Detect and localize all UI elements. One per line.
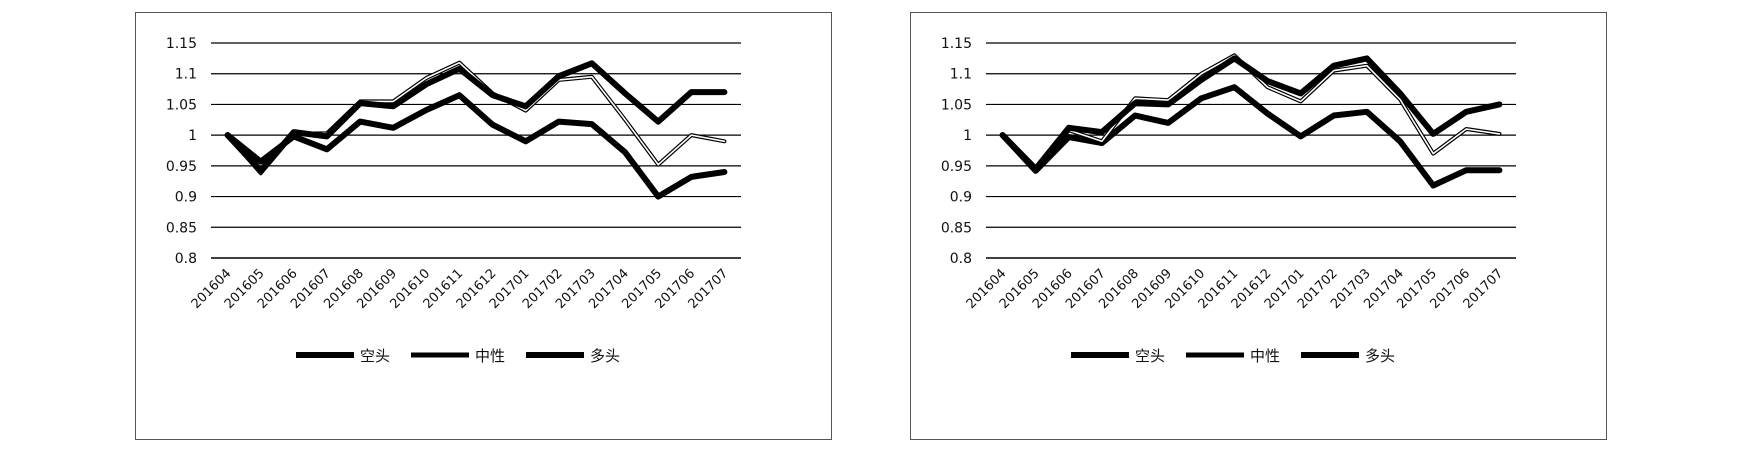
- legend-label: 中性: [1250, 347, 1280, 365]
- y-tick-label: 1.15: [166, 36, 197, 52]
- series-line-1: [224, 92, 728, 200]
- series-stroke: [224, 92, 728, 200]
- y-tick-label: 1.05: [166, 97, 197, 113]
- legend-item-1: 空头: [1071, 347, 1165, 365]
- y-tick-label: 0.9: [175, 190, 197, 206]
- y-tick-label: 0.8: [950, 251, 972, 267]
- legend-item-1: 空头: [296, 347, 390, 365]
- y-tick-label: 0.8: [175, 251, 197, 267]
- y-tick-label: 0.95: [941, 159, 972, 175]
- y-tick-label: 0.85: [166, 220, 197, 236]
- series-stroke: [224, 60, 728, 174]
- series-stroke: [999, 55, 1503, 172]
- y-tick-label: 0.85: [941, 220, 972, 236]
- series-stroke: [999, 84, 1503, 189]
- legend-label: 中性: [475, 347, 505, 365]
- line-chart-right: 0.80.850.90.9511.051.11.1520160420160520…: [941, 36, 1516, 365]
- legend-label: 空头: [360, 347, 390, 365]
- legend-label: 多头: [1365, 347, 1395, 365]
- chart-panel-right: 0.8 0.85 0.9 0.95 1 1.05 1.1 1.15 201604 201605 20…: [910, 12, 1607, 440]
- series-line-3: [999, 55, 1503, 172]
- chart-panel-left: 0.8 0.85 0.9 0.95 1 1.05 1.1 1.15 201604 201605 20…: [135, 12, 832, 440]
- legend-item-3: 多头: [1301, 347, 1395, 365]
- y-tick-label: 0.95: [166, 159, 197, 175]
- y-tick-label: 1.15: [941, 36, 972, 52]
- series-line-3: [224, 60, 728, 174]
- y-tick-label: 1.1: [175, 67, 197, 83]
- y-tick-label: 0.9: [950, 190, 972, 206]
- legend: 空头 中性 多头: [296, 347, 620, 365]
- legend-label: 空头: [1135, 347, 1165, 365]
- legend-item-2: 中性: [1186, 347, 1280, 365]
- y-tick-label: 1.05: [941, 97, 972, 113]
- legend-item-2: 中性: [411, 347, 505, 365]
- y-tick-label: 1: [188, 128, 197, 144]
- plot-area: 0.80.850.90.9511.051.11.1520160420160520…: [941, 36, 1516, 312]
- legend-label: 多头: [590, 347, 620, 365]
- line-chart-left: 0.80.850.90.9511.051.11.1520160420160520…: [166, 36, 741, 365]
- y-tick-label: 1: [963, 128, 972, 144]
- legend-item-3: 多头: [526, 347, 620, 365]
- series-line-1: [999, 84, 1503, 189]
- y-tick-label: 1.1: [950, 67, 972, 83]
- plot-area: 0.80.850.90.9511.051.11.1520160420160520…: [166, 36, 741, 312]
- legend: 空头 中性 多头: [1071, 347, 1395, 365]
